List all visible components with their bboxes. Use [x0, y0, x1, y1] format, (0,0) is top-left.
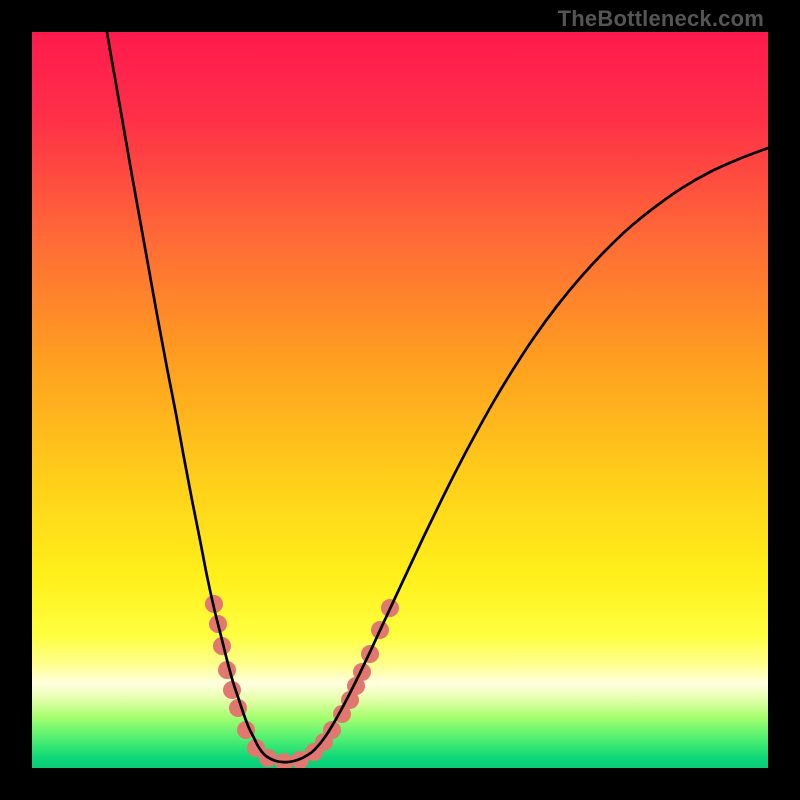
- chart-frame: TheBottleneck.com: [0, 0, 800, 800]
- plot-area: [32, 32, 768, 768]
- watermark-text: TheBottleneck.com: [558, 6, 764, 32]
- curve-overlay: [32, 32, 768, 768]
- bottleneck-curve: [105, 32, 768, 762]
